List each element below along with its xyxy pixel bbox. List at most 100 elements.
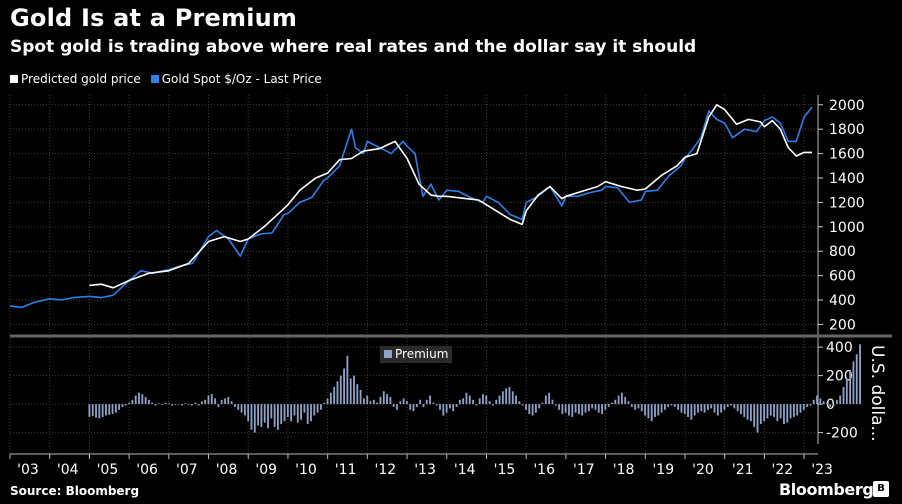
premium-bar: [620, 392, 623, 405]
premium-bar: [250, 404, 253, 430]
premium-bar: [554, 404, 557, 406]
x-tick-label: '18: [613, 462, 635, 478]
premium-bar: [323, 402, 326, 405]
y-tick-label: 1600: [829, 147, 865, 163]
premium-bar: [432, 402, 435, 405]
premium-bar: [419, 399, 422, 405]
premium-bar: [515, 395, 517, 405]
premium-bar: [584, 404, 587, 413]
premium-bar: [743, 404, 746, 417]
premium-bar: [458, 399, 461, 405]
premium-bar: [98, 404, 101, 419]
premium-bar: [157, 403, 160, 405]
premium-bar: [511, 391, 514, 405]
x-tick-label: '07: [176, 462, 198, 478]
premium-bar: [214, 398, 217, 405]
premium-legend-label: Premium: [395, 347, 448, 361]
chart-title: Gold Is at a Premium: [10, 4, 298, 32]
y-tick-label: 400: [829, 293, 856, 309]
premium-bar: [217, 404, 220, 407]
premium-bar: [415, 404, 418, 407]
premium-bar: [634, 404, 637, 410]
premium-bar: [343, 368, 345, 405]
premium-bar: [680, 404, 683, 413]
premium-bar: [630, 404, 633, 407]
premium-bar: [601, 404, 603, 415]
premium-bar: [349, 378, 352, 405]
premium-bar: [224, 398, 226, 405]
x-tick-label: '15: [494, 462, 516, 478]
y-tick-label: 1200: [829, 195, 865, 211]
premium-bar: [131, 399, 134, 405]
premium-bar: [336, 381, 339, 405]
premium-bar: [683, 404, 686, 415]
premium-bar: [472, 399, 474, 405]
premium-bar: [644, 404, 646, 416]
premium-bar: [845, 378, 848, 405]
premium-bar: [333, 387, 336, 405]
x-tick-label: '14: [454, 462, 476, 478]
premium-bar: [521, 404, 524, 406]
premium-bar: [310, 404, 312, 422]
premium-bar: [161, 404, 164, 405]
premium-bar: [498, 395, 501, 405]
premium-bar: [640, 404, 643, 412]
y2-tick-label: 200: [826, 369, 853, 385]
legend-spot-swatch: [150, 75, 159, 83]
premium-bar: [495, 399, 498, 405]
premium-bar: [819, 398, 822, 405]
premium-bar: [253, 404, 256, 433]
premium-bar: [243, 404, 246, 416]
premium-bar: [144, 396, 147, 405]
premium-bar: [128, 402, 131, 405]
premium-bar: [409, 404, 412, 410]
premium-bar: [449, 404, 451, 409]
premium-bar: [551, 399, 554, 405]
premium-bar: [167, 403, 170, 405]
premium-bar: [826, 402, 828, 405]
premium-bar: [700, 404, 703, 412]
premium-bar: [713, 404, 716, 413]
y-tick-label: 1800: [829, 122, 865, 138]
premium-bar: [220, 399, 223, 405]
premium-bar: [587, 404, 590, 412]
premium-bar: [541, 402, 544, 405]
premium-bar: [558, 404, 560, 410]
premium-bar: [306, 404, 309, 425]
x-tick-label: '22: [772, 462, 794, 478]
premium-bar: [286, 404, 289, 417]
premium-bar: [697, 404, 699, 413]
premium-bar: [663, 404, 666, 410]
premium-bar: [501, 391, 504, 405]
premium-bar: [465, 392, 468, 405]
premium-bar: [650, 404, 653, 422]
premium-bar: [578, 404, 580, 415]
premium-bar: [852, 361, 855, 405]
premium-bar: [134, 395, 137, 405]
premium-bar: [187, 404, 190, 405]
premium-bar: [839, 395, 842, 405]
premium-bar: [402, 398, 405, 405]
premium-bar: [786, 404, 789, 423]
premium-bar: [382, 391, 385, 405]
premium-bar: [849, 369, 852, 405]
premium-bar: [720, 404, 723, 413]
legend-predicted: Predicted gold price: [10, 72, 141, 86]
premium-bar: [412, 404, 415, 412]
gold-spot-price-line: [9, 106, 813, 309]
premium-bar: [673, 404, 676, 407]
y-tick-label: 2000: [829, 98, 865, 114]
premium-bar: [353, 375, 355, 405]
premium-bar: [105, 404, 107, 416]
chart-subtitle: Spot gold is trading above where real ra…: [10, 37, 697, 57]
premium-bar: [816, 395, 818, 405]
premium-bar: [114, 404, 117, 413]
premium-bar: [690, 404, 693, 420]
premium-bar: [316, 404, 319, 413]
x-tick-label: '08: [216, 462, 238, 478]
premium-bar: [141, 394, 144, 405]
x-tick-label: '23: [811, 462, 833, 478]
premium-bar: [574, 404, 577, 413]
premium-bar: [478, 398, 481, 405]
premium-bar: [376, 402, 379, 405]
